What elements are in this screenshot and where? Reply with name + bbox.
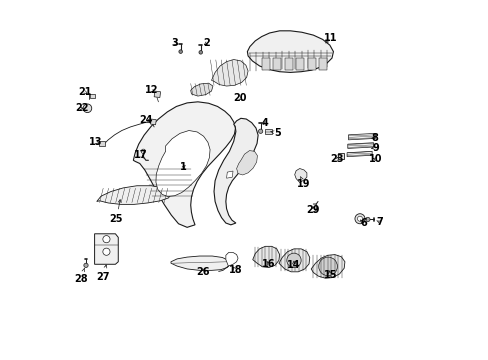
Text: 18: 18 — [228, 265, 242, 275]
Text: 6: 6 — [360, 218, 366, 228]
Polygon shape — [225, 252, 238, 266]
Polygon shape — [252, 246, 279, 267]
Polygon shape — [154, 91, 160, 98]
Polygon shape — [319, 58, 326, 69]
Polygon shape — [284, 58, 292, 69]
Text: 21: 21 — [78, 87, 91, 97]
Polygon shape — [94, 234, 118, 264]
Circle shape — [83, 263, 88, 267]
Circle shape — [258, 129, 262, 134]
Text: 22: 22 — [75, 103, 88, 113]
Polygon shape — [346, 151, 371, 157]
Polygon shape — [264, 129, 271, 134]
Text: 7: 7 — [375, 217, 382, 227]
Polygon shape — [89, 94, 94, 98]
Text: 10: 10 — [368, 154, 382, 164]
Polygon shape — [347, 143, 373, 148]
Polygon shape — [97, 186, 171, 204]
Text: 5: 5 — [270, 128, 280, 138]
Polygon shape — [310, 255, 344, 278]
Text: 24: 24 — [139, 115, 153, 125]
Text: 9: 9 — [371, 143, 379, 153]
Text: 28: 28 — [74, 269, 88, 284]
Circle shape — [179, 50, 182, 53]
Text: 4: 4 — [262, 118, 268, 128]
Text: 26: 26 — [196, 267, 209, 277]
Text: 1: 1 — [180, 162, 186, 172]
Polygon shape — [278, 249, 309, 272]
Circle shape — [318, 257, 337, 276]
Circle shape — [365, 217, 369, 222]
Text: 17: 17 — [134, 150, 147, 160]
Text: 29: 29 — [305, 206, 319, 216]
Polygon shape — [226, 171, 233, 178]
Polygon shape — [296, 58, 304, 69]
Circle shape — [102, 235, 110, 243]
Polygon shape — [247, 31, 333, 72]
Polygon shape — [307, 58, 315, 69]
Polygon shape — [211, 59, 247, 86]
Circle shape — [83, 104, 92, 113]
Polygon shape — [273, 58, 281, 69]
Circle shape — [102, 248, 110, 255]
Polygon shape — [99, 140, 104, 145]
Polygon shape — [338, 153, 344, 159]
Text: 25: 25 — [109, 200, 123, 224]
Polygon shape — [214, 118, 258, 225]
Text: 14: 14 — [286, 260, 300, 270]
Text: 8: 8 — [370, 133, 377, 143]
Text: 12: 12 — [145, 85, 159, 95]
Polygon shape — [150, 119, 156, 125]
Text: 11: 11 — [323, 33, 337, 43]
Polygon shape — [236, 150, 257, 175]
Text: 27: 27 — [96, 265, 109, 282]
Text: 2: 2 — [203, 38, 210, 48]
Circle shape — [286, 253, 301, 267]
Polygon shape — [171, 256, 230, 270]
Polygon shape — [294, 168, 306, 183]
Circle shape — [357, 216, 362, 221]
Polygon shape — [156, 131, 210, 197]
Text: 20: 20 — [233, 93, 246, 103]
Polygon shape — [133, 102, 235, 227]
Circle shape — [141, 149, 145, 153]
Circle shape — [199, 50, 202, 54]
Text: 13: 13 — [89, 137, 102, 147]
Polygon shape — [261, 58, 269, 69]
Text: 3: 3 — [171, 38, 178, 48]
Polygon shape — [190, 83, 212, 96]
Text: 19: 19 — [297, 176, 310, 189]
Text: 16: 16 — [261, 259, 275, 269]
Text: 23: 23 — [329, 154, 343, 164]
Text: 15: 15 — [323, 270, 337, 280]
Polygon shape — [348, 134, 375, 140]
Circle shape — [354, 214, 364, 224]
